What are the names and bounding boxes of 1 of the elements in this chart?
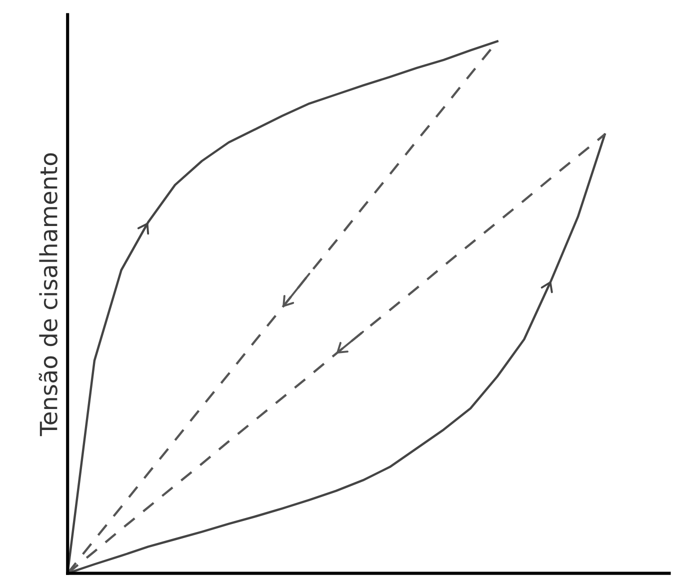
- y-axis-title: Tensão de cisalhamento: [38, 153, 58, 436]
